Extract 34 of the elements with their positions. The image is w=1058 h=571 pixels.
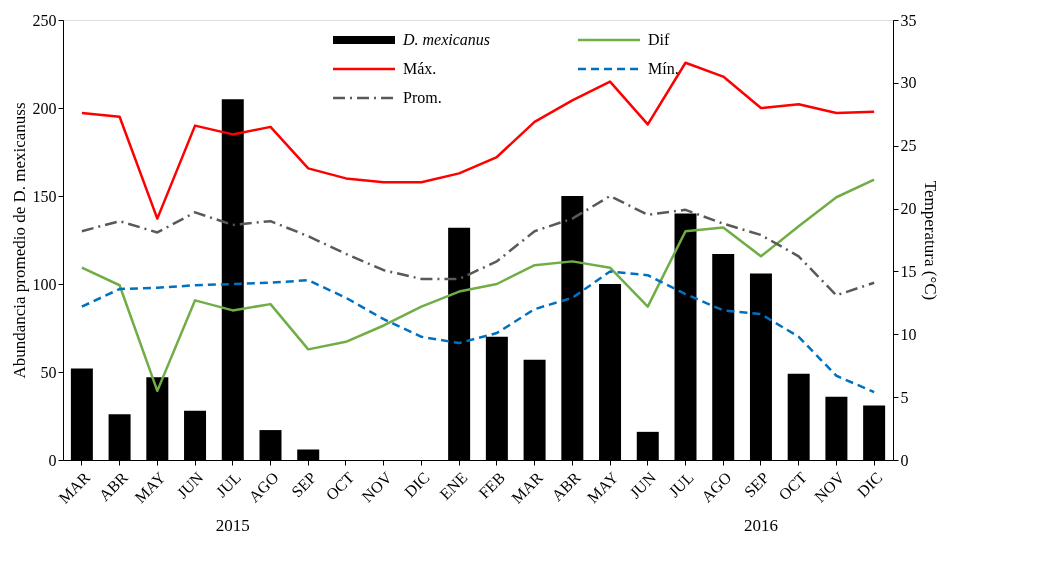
text: 2015: [215, 516, 250, 535]
x-tick-label: SEP: [740, 468, 773, 501]
y-tick-label: 0: [48, 451, 57, 469]
x-tick-label: JUL: [665, 468, 697, 501]
x-tick-label: FEB: [475, 468, 509, 502]
line-series: [80, 194, 876, 297]
y2-tick-label: 35: [900, 11, 917, 29]
y-tick-label: 50: [40, 363, 57, 381]
y2-tick-label: 0: [900, 451, 909, 469]
x-tick-label: JUL: [212, 468, 245, 501]
y2-tick-label: 20: [900, 200, 917, 218]
legend-label: Mín.: [648, 60, 679, 77]
y2-tick-label: 10: [900, 325, 917, 343]
x-tick-label: DIC: [853, 468, 886, 501]
y2-tick-label: 25: [900, 137, 917, 155]
line-series: [80, 61, 876, 220]
legend-label: D. mexicanus: [402, 31, 491, 48]
y2-axis-title: Temperatura (°C): [920, 180, 940, 301]
y-tick-label: 200: [32, 99, 57, 117]
legend-label: Máx.: [403, 60, 437, 77]
y-tick-label: 100: [32, 275, 57, 293]
line-series: [80, 178, 876, 393]
line-series: [80, 270, 876, 394]
x-tick-label: DIC: [401, 468, 433, 501]
y2-tick-label: 15: [900, 262, 917, 280]
text: 2016: [743, 516, 778, 535]
y-tick-label: 150: [32, 187, 57, 205]
x-tick-label: SEP: [288, 468, 320, 501]
y2-tick-label: 30: [900, 74, 917, 92]
y-axis-title: Abundancia promedio de D. mexicanuss: [9, 102, 29, 379]
legend-label: Dif: [648, 31, 670, 48]
y2-tick-label: 5: [900, 388, 909, 406]
y-tick-label: 250: [32, 11, 57, 29]
legend-label: Prom.: [403, 89, 442, 106]
